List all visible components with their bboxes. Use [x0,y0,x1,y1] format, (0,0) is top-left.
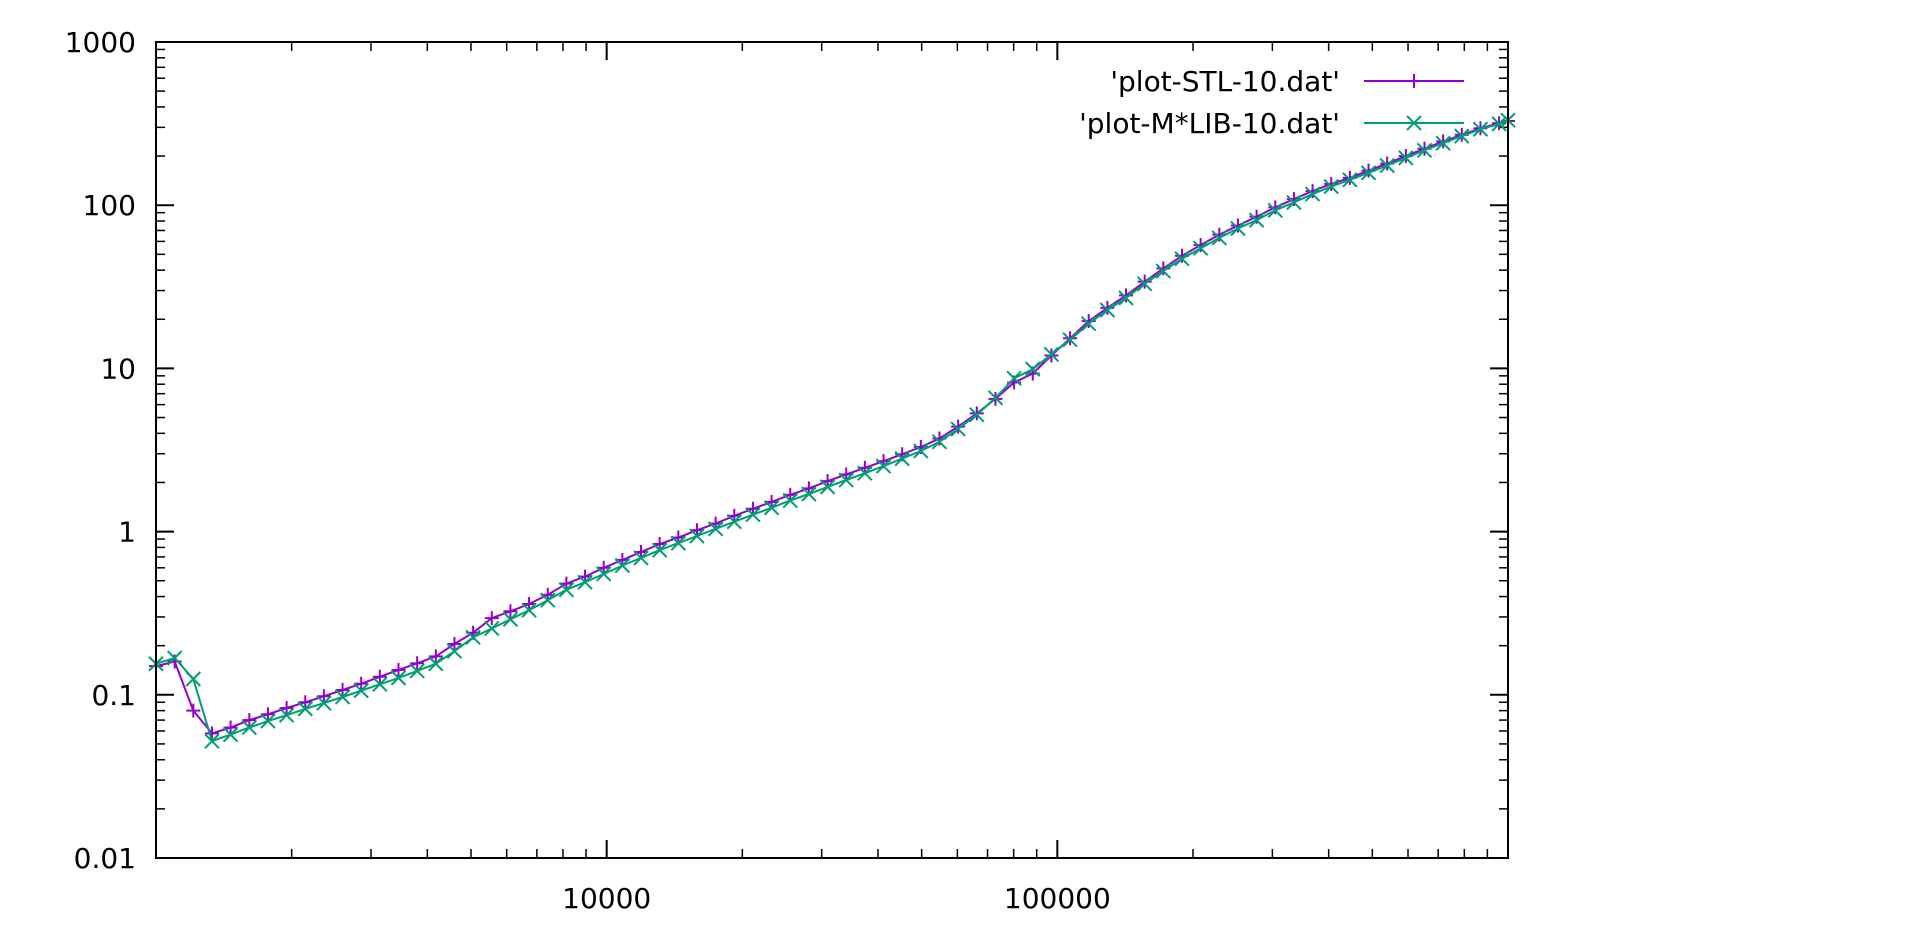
point-marker [1406,115,1422,131]
point-marker [670,535,687,551]
y-tick-label: 10 [100,352,136,385]
point-marker [241,719,258,736]
point-marker [913,443,929,459]
point-marker [390,670,407,686]
point-marker [1062,331,1078,348]
y-tick-label: 0.1 [91,679,136,712]
point-marker [372,676,388,692]
point-marker [204,733,220,749]
series-1 [149,114,1515,741]
point-marker [633,550,649,566]
point-marker [521,602,537,618]
x-tick-label: 100000 [1004,882,1111,915]
legend-label: 'plot-M*LIB-10.dat' [1079,107,1340,140]
point-marker [1006,370,1022,386]
point-marker [1323,178,1339,195]
point-marker [316,695,332,711]
point-marker [1099,302,1116,318]
series-line [155,119,1509,743]
point-marker [1379,157,1395,174]
point-marker [801,486,817,502]
legend-label: 'plot-STL-10.dat' [1110,65,1340,98]
point-marker [1081,315,1097,332]
point-marker [875,458,892,474]
point-marker [1454,128,1470,144]
point-marker [428,656,444,672]
point-marker [577,574,593,590]
point-marker [1435,135,1451,151]
point-marker [987,390,1004,406]
point-marker [726,513,742,530]
point-marker [1192,240,1209,256]
point-marker [894,450,910,467]
point-marker [465,629,481,646]
point-marker [596,566,612,582]
y-tick-label: 100 [83,189,136,222]
point-marker [185,671,202,687]
point-marker [1174,251,1190,267]
point-marker [1286,194,1302,211]
point-marker [297,701,313,717]
point-marker [353,682,369,699]
tick-labels: 0.01 0.1 1 10 100 1000 10000 100000 [65,26,1111,915]
point-marker [1342,172,1358,188]
point-marker [540,592,556,608]
point-marker [1248,212,1265,228]
point-marker [614,557,631,574]
legend: 'plot-STL-10.dat' 'plot-M*LIB-10.dat' [1079,65,1464,140]
point-marker [1211,230,1228,246]
y-tick-label: 1 [118,516,136,549]
y-tick-label: 0.01 [74,842,136,875]
point-marker [651,542,668,558]
series-line [155,120,1509,735]
point-marker [1360,165,1377,181]
point-marker [1491,116,1507,132]
point-marker [222,726,239,743]
point-marker [502,611,519,628]
axis-ticks [155,41,1509,859]
point-marker [1230,220,1246,237]
point-marker [558,582,575,598]
point-marker [707,521,724,537]
point-marker [857,465,873,481]
point-marker [950,421,966,437]
point-marker [1025,361,1041,377]
series-layer [148,112,1516,749]
point-marker [278,707,295,723]
point-marker [1304,186,1321,202]
point-marker [689,528,705,544]
point-marker [838,472,854,488]
x-tick-label: 10000 [562,882,651,915]
point-marker [409,663,425,679]
point-marker [782,492,798,509]
point-marker [969,407,985,423]
point-marker [1472,121,1489,137]
point-marker [745,506,761,523]
point-marker [260,713,276,729]
point-marker [1136,276,1153,292]
point-marker [763,500,780,516]
plot-frame [155,41,1509,859]
point-marker [1416,142,1433,158]
point-marker [819,479,836,495]
point-marker [334,689,351,705]
point-marker [931,434,948,450]
point-marker [1267,202,1283,219]
point-marker [166,650,183,666]
point-marker [1043,346,1060,363]
point-marker [446,643,463,659]
point-marker [484,620,500,637]
y-tick-label: 1000 [65,26,136,59]
point-marker [1398,150,1414,166]
point-marker [1155,263,1172,279]
series-2 [148,112,1516,749]
point-marker [1118,290,1134,306]
